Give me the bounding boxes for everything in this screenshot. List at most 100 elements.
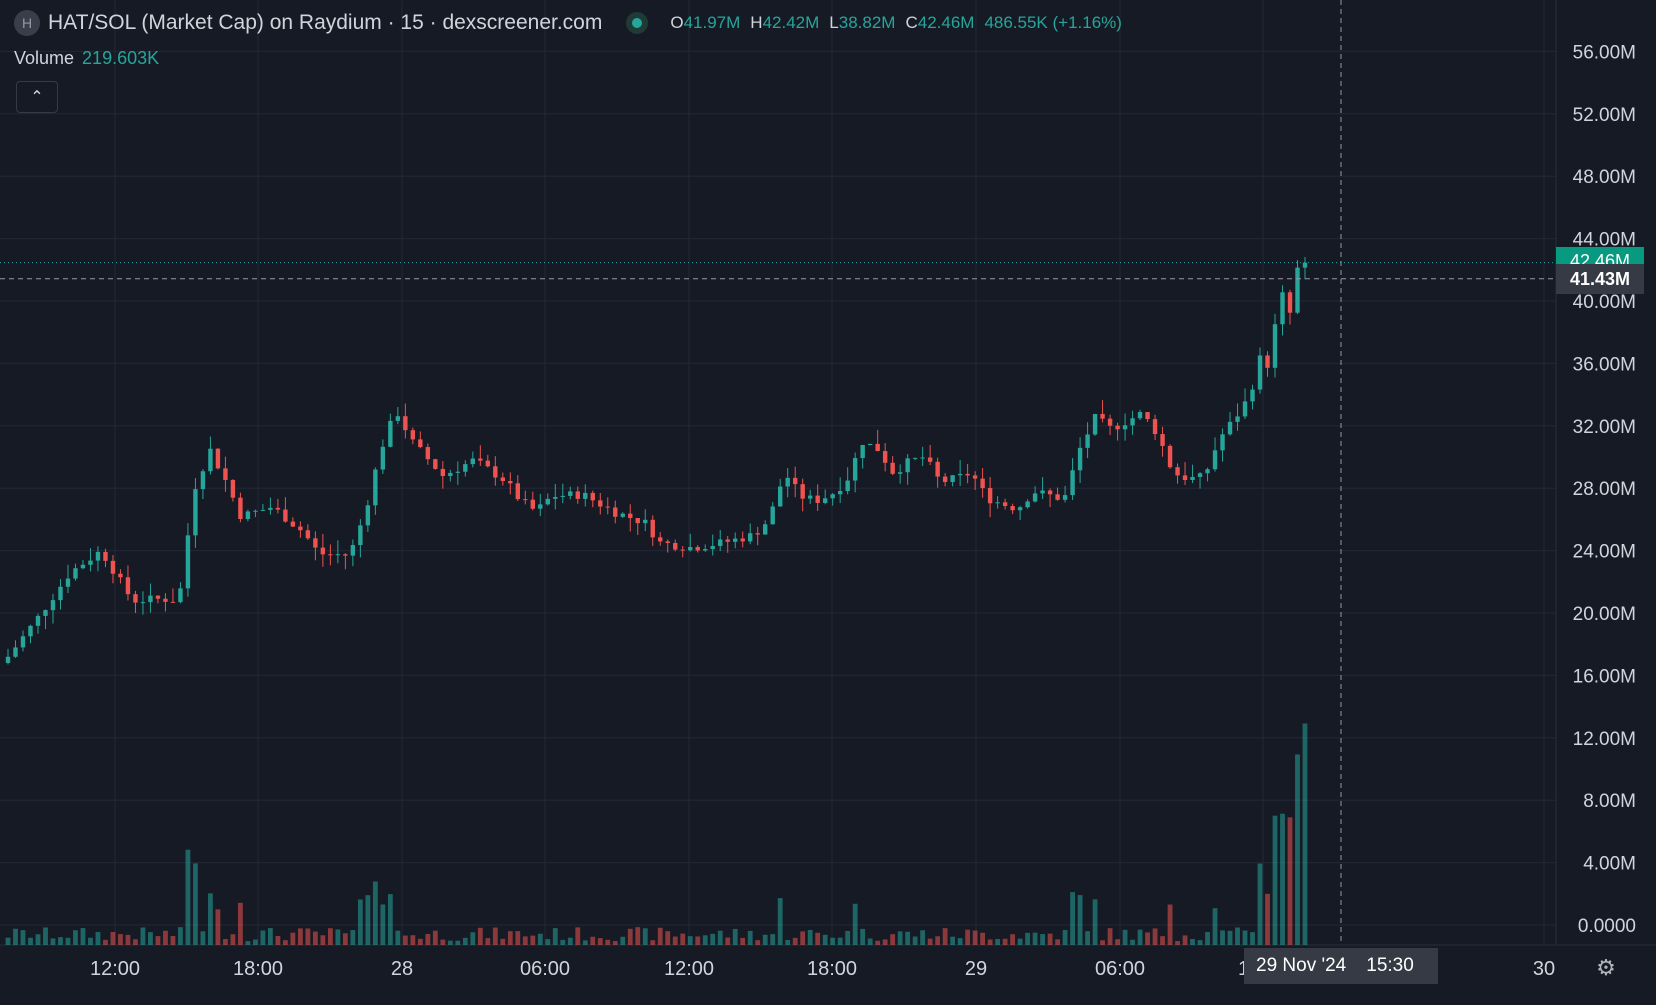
candle-body — [508, 481, 513, 484]
y-tick-label: 44.00M — [1573, 230, 1636, 251]
candle-body — [133, 594, 138, 603]
candle-body — [748, 533, 753, 542]
volume-bar — [890, 934, 896, 945]
y-tick-label: 40.00M — [1573, 292, 1636, 313]
volume-bar — [1002, 938, 1008, 945]
candle-body — [822, 498, 828, 503]
volume-bar — [657, 927, 663, 945]
volume-bar — [1010, 934, 1016, 945]
candle-body — [328, 554, 333, 556]
candle-body — [1175, 467, 1180, 476]
candle-body — [43, 610, 48, 616]
volume-bar — [185, 849, 191, 945]
candle-body — [80, 564, 86, 569]
volume-bar — [1137, 929, 1143, 945]
volume-bar — [807, 929, 813, 945]
candle-body — [1205, 469, 1210, 474]
volume-bar — [492, 927, 498, 945]
x-tick-label: 29 — [965, 958, 987, 980]
volume-bar — [440, 939, 446, 945]
volume-bar — [710, 933, 716, 945]
candle-body — [703, 549, 708, 551]
volume-bar — [560, 939, 566, 945]
chart-legend: H HAT/SOL (Market Cap) on Raydium · 15 ·… — [14, 10, 1122, 36]
volume-bar — [200, 931, 206, 945]
volume-bar — [762, 934, 768, 945]
candle-body — [305, 530, 311, 539]
candle-body — [110, 560, 116, 574]
candle-body — [673, 543, 678, 550]
volume-bar — [1152, 928, 1158, 945]
volume-bar — [80, 928, 86, 945]
candle-body — [185, 535, 191, 589]
candle-body — [695, 547, 700, 551]
candle-body — [1077, 447, 1083, 471]
volume-bar — [462, 937, 468, 945]
volume-bar — [1257, 863, 1263, 945]
crosshair-date-tooltip: 29 Nov '24 15:30 — [1244, 948, 1438, 984]
candle-body — [628, 513, 633, 519]
candle-body — [1025, 501, 1030, 508]
volume-bar — [267, 928, 273, 945]
candle-body — [253, 510, 258, 512]
candle-body — [935, 461, 940, 477]
volume-bar — [395, 930, 401, 945]
chart-title[interactable]: HAT/SOL (Market Cap) on Raydium · 15 · d… — [48, 11, 603, 34]
candle-body — [995, 502, 1000, 504]
candle-body — [643, 519, 648, 524]
volume-bar — [1265, 893, 1270, 945]
volume-bar — [1190, 939, 1195, 945]
candle-body — [493, 466, 498, 478]
candle-body — [73, 568, 78, 579]
candle-body — [1242, 401, 1248, 417]
candle-body — [125, 577, 131, 595]
volume-bar — [725, 937, 731, 945]
candle-body — [1137, 412, 1143, 419]
candle-body — [320, 547, 326, 555]
candle-body — [545, 498, 550, 505]
candle-body — [837, 491, 843, 495]
x-tick-label: 12:00 — [90, 958, 140, 980]
candle-body — [620, 513, 625, 517]
candle-body — [1062, 495, 1068, 500]
candle-body — [1115, 425, 1120, 430]
gear-icon[interactable]: ⚙ — [1596, 955, 1616, 980]
candle-body — [1070, 470, 1075, 496]
symbol-icon[interactable]: H — [14, 10, 40, 36]
volume-bar — [170, 936, 176, 945]
candle-body — [58, 586, 63, 601]
candle-body — [710, 546, 715, 550]
volume-bar — [477, 927, 483, 945]
y-tick-label: 12.00M — [1573, 729, 1636, 750]
volume-bar — [193, 863, 198, 945]
volume-bar — [905, 931, 911, 945]
candle-body — [343, 554, 348, 556]
collapse-legend-button[interactable]: ⌃ — [16, 81, 58, 113]
volume-bar — [635, 927, 641, 945]
candle-body — [103, 551, 108, 561]
candle-body — [538, 504, 543, 509]
candle-body — [523, 499, 528, 501]
candle-body — [20, 636, 26, 648]
ohlc-low-value: 38.82M — [838, 13, 896, 32]
candle-body — [575, 491, 580, 499]
candle-body — [658, 537, 663, 542]
candle-body — [200, 471, 206, 490]
candle-body — [155, 595, 161, 599]
y-tick-label: 56.00M — [1573, 42, 1636, 63]
candle-body — [335, 554, 341, 556]
volume-bar — [1070, 892, 1075, 945]
candle-body — [463, 464, 468, 472]
volume-bar — [297, 928, 303, 945]
candle-body — [140, 602, 146, 604]
candle-body — [403, 416, 408, 431]
candle-body — [148, 595, 153, 603]
volume-bar — [755, 940, 761, 945]
volume-bar — [1167, 904, 1173, 945]
volume-bar — [380, 904, 386, 945]
candle-body — [290, 521, 296, 527]
candle-body — [987, 488, 993, 504]
volume-bar — [912, 936, 918, 945]
volume-bar — [275, 936, 281, 945]
